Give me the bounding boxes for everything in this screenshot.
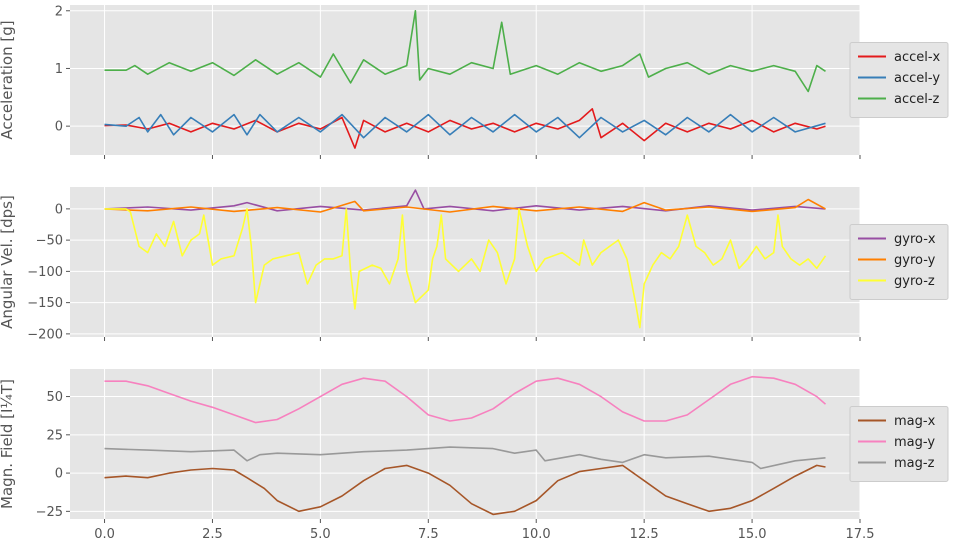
y-tick-label: 0 (55, 120, 63, 135)
legend-label-mag-y: mag-y (894, 435, 935, 450)
x-tick-label: 10.0 (522, 527, 551, 542)
y-axis-label: Angular Vel. [dps] (0, 195, 16, 329)
y-axis-label: Acceleration [g] (0, 20, 16, 139)
series-line-gyro-y (104, 198, 826, 213)
y-tick-label: −100 (27, 265, 63, 280)
plot-background (70, 187, 860, 337)
series-line-mag-z (104, 446, 826, 470)
series-line-gyro-z (104, 208, 827, 329)
panel-2: 0 −50 −100 −150 −200 Angular Vel. [dps] gyro-x… (0, 187, 949, 342)
legend-label-mag-z: mag-z (894, 456, 935, 471)
y-tick-label: 25 (46, 428, 63, 443)
series-line-mag-y (104, 375, 827, 424)
y-tick-label: 2 (55, 4, 63, 19)
x-tick-label: 15.0 (738, 527, 767, 542)
plot-background (70, 369, 860, 519)
legend-label-mag-x: mag-x (894, 414, 936, 429)
y-tick-label: 1 (55, 62, 63, 77)
x-tick-label: 17.5 (846, 527, 875, 542)
series-line-mag-x (104, 464, 826, 516)
y-axis-label: Magn. Field [Î¼T] (0, 379, 16, 509)
y-tick-label: 0 (55, 467, 63, 482)
y-tick-label: 50 (46, 390, 63, 405)
y-tick-label: 0 (55, 202, 63, 217)
legend-label-accel-x: accel-x (894, 50, 941, 65)
x-tick-label: 5.0 (310, 527, 331, 542)
plot-background (70, 5, 860, 155)
panel-1: 0 1 2 Acceleration [g] accel-x accel-y accel-z (0, 4, 949, 159)
legend-label-gyro-y: gyro-y (894, 253, 936, 268)
series-line-accel-y (104, 113, 826, 139)
y-tick-label: −50 (36, 234, 63, 249)
y-tick-label: −25 (36, 505, 63, 520)
y-tick-label: −150 (27, 296, 63, 311)
legend: accel-x accel-y accel-z (849, 42, 949, 118)
legend-label-gyro-x: gyro-x (894, 232, 936, 247)
x-tick-label: 2.5 (202, 527, 223, 542)
legend-label-accel-z: accel-z (894, 92, 940, 107)
legend: gyro-x gyro-y gyro-z (849, 224, 949, 300)
series-line-accel-x (104, 108, 826, 149)
panel-3: 0.0 2.5 5.0 7.5 10.0 12.5 15.0 17.5 50 25 0 −25 Magn… (0, 369, 949, 542)
x-tick-label: 7.5 (418, 527, 439, 542)
legend: mag-x mag-y mag-z (849, 406, 949, 482)
legend-label-gyro-z: gyro-z (894, 274, 935, 289)
y-tick-label: −200 (27, 327, 63, 342)
x-tick-label: 0.0 (94, 527, 115, 542)
x-tick-label: 12.5 (630, 527, 659, 542)
series-line-accel-z (104, 10, 826, 93)
legend-label-accel-y: accel-y (894, 71, 940, 86)
